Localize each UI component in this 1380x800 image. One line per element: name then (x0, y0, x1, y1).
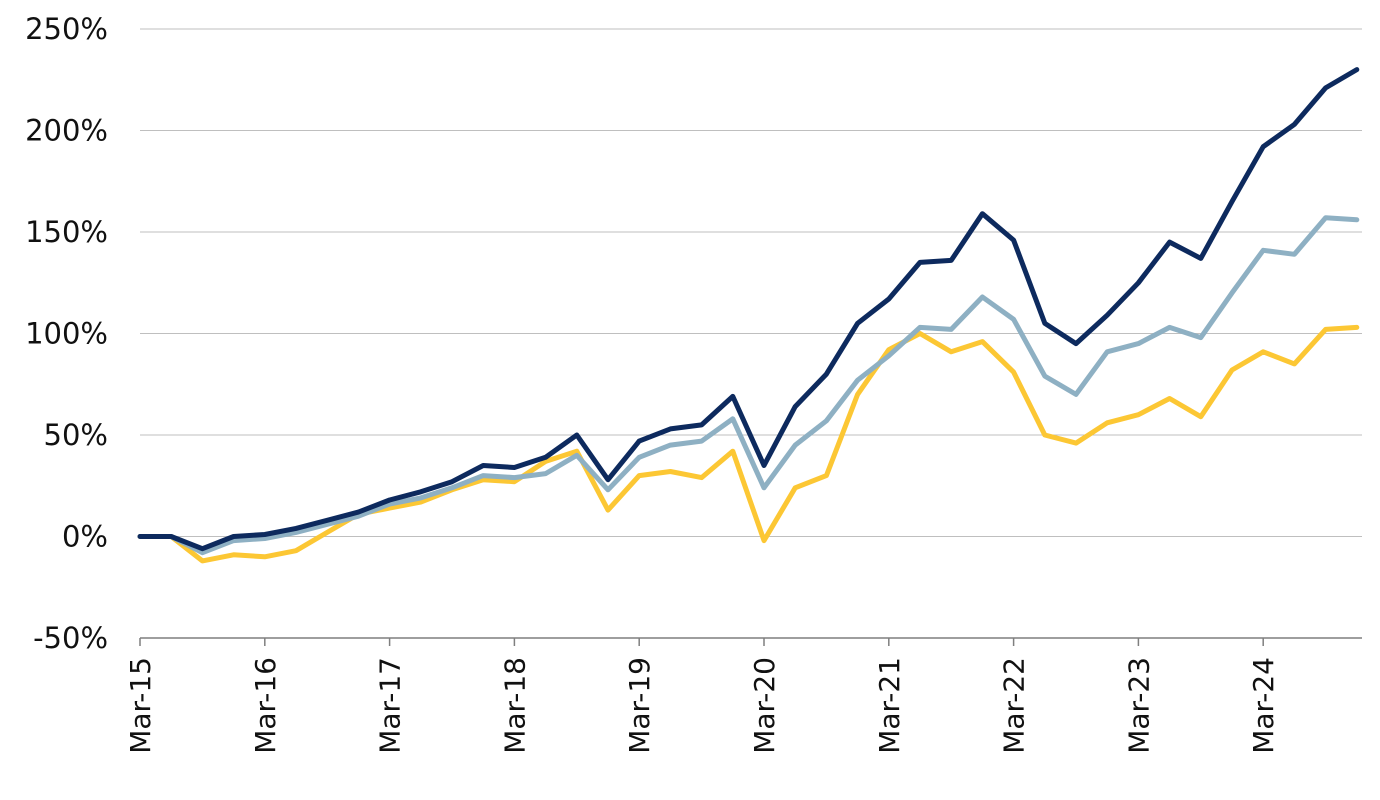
y-tick-label: 100% (25, 317, 108, 351)
x-tick-label: Mar-22 (998, 657, 1031, 754)
x-tick-label: Mar-20 (748, 657, 781, 754)
gridlines (140, 28, 1362, 537)
y-tick-label: 200% (25, 114, 108, 148)
series-lines (137, 67, 1360, 564)
axes (139, 637, 1362, 646)
x-tick-label: Mar-21 (873, 657, 906, 754)
x-tick-label: Mar-15 (124, 657, 157, 754)
x-tick-label: Mar-19 (623, 657, 656, 754)
x-tick-label: Mar-17 (374, 657, 407, 754)
y-axis-tick-labels: -50% 0% 50% 100% 150% 200% 250% (25, 12, 108, 655)
series-line-steel (137, 215, 1360, 556)
series-line-navy (137, 67, 1360, 552)
x-tick-label: Mar-23 (1122, 657, 1155, 754)
series-line-gold (137, 324, 1360, 564)
y-tick-label: 50% (44, 418, 108, 452)
y-tick-label: -50% (33, 621, 108, 655)
x-axis-tick-labels: Mar-15 Mar-16 Mar-17 Mar-18 Mar-19 Mar-20 Mar-… (124, 657, 1280, 754)
y-tick-label: 0% (62, 520, 108, 554)
y-tick-label: 150% (25, 215, 108, 249)
x-tick-label: Mar-18 (498, 657, 531, 754)
x-tick-label: Mar-24 (1247, 657, 1280, 754)
x-tick-label: Mar-16 (249, 657, 282, 754)
y-tick-label: 250% (25, 12, 108, 46)
